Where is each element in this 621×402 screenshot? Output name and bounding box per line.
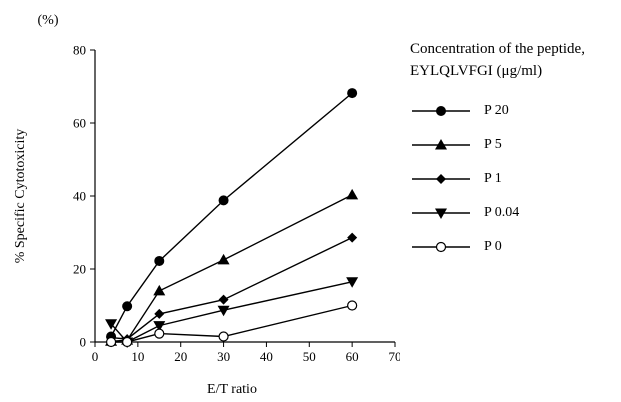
legend-swatch-circle-filled (412, 106, 470, 116)
legend-swatch-triangle-down (412, 208, 470, 219)
legend-list: P 20 P 5 P 1 P 0.04 P 0 (410, 94, 620, 264)
data-point (154, 328, 165, 339)
x-tick-label: 50 (303, 349, 316, 364)
legend-item-p0: P 0 (410, 230, 620, 264)
legend-label: P 1 (484, 171, 502, 186)
x-tick-label: 30 (217, 349, 230, 364)
legend-marker (435, 241, 447, 253)
data-point (122, 301, 133, 312)
data-point (153, 284, 166, 296)
legend-label: P 0 (484, 239, 502, 254)
x-tick-label: 60 (346, 349, 359, 364)
legend-swatch-triangle-up (412, 139, 470, 150)
chart-plot: (%) % Specific Cytotoxicity E/T ratio 0 1… (13, 13, 400, 397)
legend-swatch-diamond (412, 174, 470, 184)
legend-title-line-1: Concentration of the peptide, (410, 41, 585, 57)
y-tick-label: 80 (73, 43, 86, 58)
series-line (110, 281, 353, 343)
data-point (347, 300, 358, 311)
series-triangle-up (105, 188, 359, 346)
legend-title: Concentration of the peptide, EYLQLVFGI … (410, 38, 620, 82)
x-tick-label: 0 (92, 349, 99, 364)
legend-item-p1: P 1 (410, 162, 620, 196)
legend-title-line-2: EYLQLVFGI (μg/ml) (410, 63, 543, 79)
data-point (217, 305, 230, 317)
legend-item-p004: P 0.04 (410, 196, 620, 230)
data-point (217, 253, 230, 265)
data-point (105, 336, 117, 348)
data-point (122, 336, 133, 348)
y-tick-label: 40 (73, 189, 86, 204)
legend-marker (435, 208, 447, 219)
legend-marker (436, 106, 446, 116)
legend-label: P 0.04 (484, 205, 520, 220)
x-tick-label: 70 (389, 349, 401, 364)
data-point (346, 277, 359, 288)
data-point (218, 294, 229, 305)
data-point (218, 331, 229, 342)
y-tick-label: 0 (80, 335, 87, 350)
x-tick-label: 20 (174, 349, 187, 364)
data-point (347, 232, 358, 243)
axes: 0 10 20 30 40 50 60 70 0 20 40 60 80 (73, 43, 400, 365)
x-tick-label: 40 (260, 349, 273, 364)
series-circle-filled (106, 88, 358, 342)
legend-marker (436, 174, 446, 184)
legend-label: P 5 (484, 137, 502, 152)
y-unit-label: (%) (38, 13, 59, 28)
data-point (218, 195, 229, 206)
data-point (154, 308, 165, 319)
legend-marker (435, 139, 447, 150)
y-tick-label: 20 (73, 262, 86, 277)
legend-swatch-circle-open (412, 241, 470, 253)
legend-item-p20: P 20 (410, 94, 620, 128)
data-point (346, 188, 359, 200)
legend-label: P 20 (484, 103, 509, 118)
data-point (153, 321, 166, 332)
data-point (154, 255, 165, 266)
legend-item-p5: P 5 (410, 128, 620, 162)
series-circle-open (105, 300, 358, 348)
series-line (111, 194, 353, 342)
x-axis-title: E/T ratio (207, 382, 257, 397)
data-point (347, 88, 358, 99)
legend: Concentration of the peptide, EYLQLVFGI … (410, 38, 620, 264)
data-point (105, 319, 118, 330)
x-tick-label: 10 (131, 349, 144, 364)
series-layer (105, 88, 359, 348)
y-axis-title: % Specific Cytotoxicity (13, 129, 28, 264)
series-line (111, 236, 353, 340)
y-tick-label: 60 (73, 116, 86, 131)
series-line (110, 92, 353, 337)
